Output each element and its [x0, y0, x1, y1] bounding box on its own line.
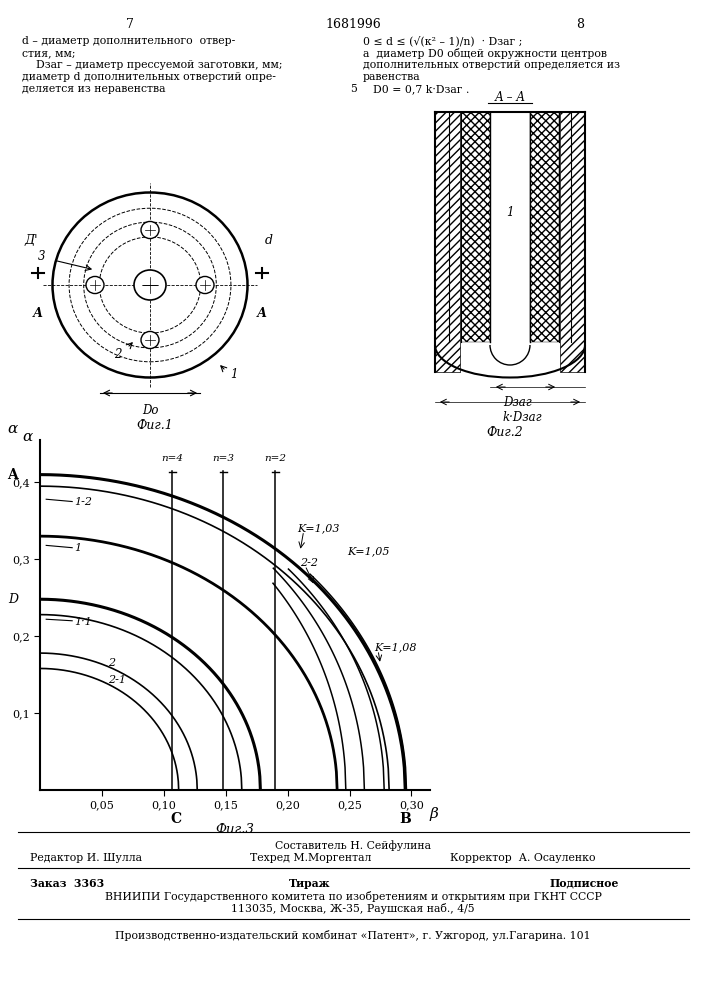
Text: деляется из неравенства: деляется из неравенства	[22, 84, 165, 94]
Text: α: α	[22, 430, 33, 444]
Text: 1: 1	[506, 206, 514, 219]
Text: 1681996: 1681996	[325, 18, 381, 31]
Text: α: α	[8, 422, 18, 436]
Text: β: β	[429, 807, 438, 821]
Text: k·Dзаг: k·Dзаг	[502, 411, 542, 424]
Text: 2-1: 2-1	[108, 675, 126, 685]
Text: B: B	[399, 812, 411, 826]
Text: равенства: равенства	[363, 72, 421, 82]
Text: 8: 8	[576, 18, 584, 31]
Text: Фиг.3: Фиг.3	[216, 823, 255, 836]
Text: ВНИИПИ Государственного комитета по изобретениям и открытиям при ГКНТ СССР: ВНИИПИ Государственного комитета по изоб…	[105, 891, 602, 902]
Text: K=1,08: K=1,08	[374, 643, 417, 653]
Text: D0 = 0,7 k·Dзаг .: D0 = 0,7 k·Dзаг .	[373, 84, 469, 94]
Bar	[530, 112, 559, 342]
Text: 1-2: 1-2	[75, 497, 93, 507]
Text: D: D	[8, 593, 18, 606]
Text: А: А	[257, 307, 267, 320]
Text: K=1,05: K=1,05	[347, 547, 390, 557]
Text: 1: 1	[75, 543, 82, 553]
Text: Dзаг – диаметр прессуемой заготовки, мм;: Dзаг – диаметр прессуемой заготовки, мм;	[22, 60, 283, 70]
Text: 0 ≤ d ≤ (√(к² – 1)/n)  · Dзаг ;: 0 ≤ d ≤ (√(к² – 1)/n) · Dзаг ;	[363, 36, 522, 47]
Ellipse shape	[134, 270, 166, 300]
Text: n=4: n=4	[161, 454, 184, 463]
Text: 113035, Москва, Ж-35, Раушская наб., 4/5: 113035, Москва, Ж-35, Раушская наб., 4/5	[231, 903, 475, 914]
Bar	[435, 112, 460, 372]
Ellipse shape	[86, 276, 104, 294]
Text: дополнительных отверстий определяется из: дополнительных отверстий определяется из	[363, 60, 620, 70]
Text: стия, мм;: стия, мм;	[22, 48, 76, 58]
Text: 5: 5	[350, 84, 357, 94]
Text: Техред М.Моргентал: Техред М.Моргентал	[250, 853, 371, 863]
Text: Подписное: Подписное	[550, 878, 619, 889]
Bar	[461, 112, 490, 342]
Text: 2: 2	[115, 349, 122, 361]
Text: а  диаметр D0 общей окружности центров: а диаметр D0 общей окружности центров	[363, 48, 607, 59]
Text: d – диаметр дополнительного  отвер-: d – диаметр дополнительного отвер-	[22, 36, 235, 46]
Text: Dзаг: Dзаг	[503, 396, 532, 409]
Text: 7: 7	[126, 18, 134, 31]
Text: Dо: Dо	[141, 404, 158, 417]
Text: Корректор  А. Осауленко: Корректор А. Осауленко	[450, 853, 595, 863]
Text: 1·1: 1·1	[75, 617, 93, 627]
Ellipse shape	[141, 331, 159, 349]
Bar	[560, 112, 585, 372]
Text: Фиг.1: Фиг.1	[136, 419, 173, 432]
Text: A: A	[7, 468, 18, 482]
Text: 1: 1	[230, 368, 238, 381]
Text: Заказ  3363: Заказ 3363	[30, 878, 104, 889]
Text: 2: 2	[108, 658, 115, 668]
Text: Д': Д'	[24, 233, 37, 246]
Text: А – А: А – А	[494, 91, 525, 104]
Text: Составитель Н. Сейфулина: Составитель Н. Сейфулина	[275, 840, 431, 851]
Ellipse shape	[141, 221, 159, 239]
Text: Фиг.2: Фиг.2	[486, 426, 523, 439]
Text: n=2: n=2	[264, 454, 286, 463]
Text: n=3: n=3	[212, 454, 234, 463]
Text: Тираж: Тираж	[289, 878, 331, 889]
Text: 2-2: 2-2	[300, 558, 318, 568]
Text: Производственно-издательский комбинат «Патент», г. Ужгород, ул.Гагарина. 101: Производственно-издательский комбинат «П…	[115, 930, 591, 941]
Text: Редактор И. Шулла: Редактор И. Шулла	[30, 853, 142, 863]
Ellipse shape	[196, 276, 214, 294]
Text: 3: 3	[37, 250, 45, 263]
Text: d: d	[265, 233, 273, 246]
Text: C: C	[170, 812, 182, 826]
Text: А: А	[33, 307, 43, 320]
Text: диаметр d дополнительных отверстий опре-: диаметр d дополнительных отверстий опре-	[22, 72, 276, 82]
Text: K=1,03: K=1,03	[298, 523, 340, 533]
